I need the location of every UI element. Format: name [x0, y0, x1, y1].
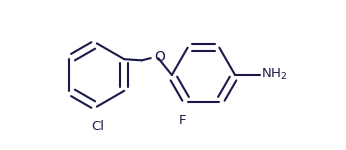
Text: NH$_2$: NH$_2$ — [261, 67, 287, 82]
Text: Cl: Cl — [91, 120, 104, 133]
Text: F: F — [179, 114, 187, 127]
Text: O: O — [154, 50, 165, 64]
